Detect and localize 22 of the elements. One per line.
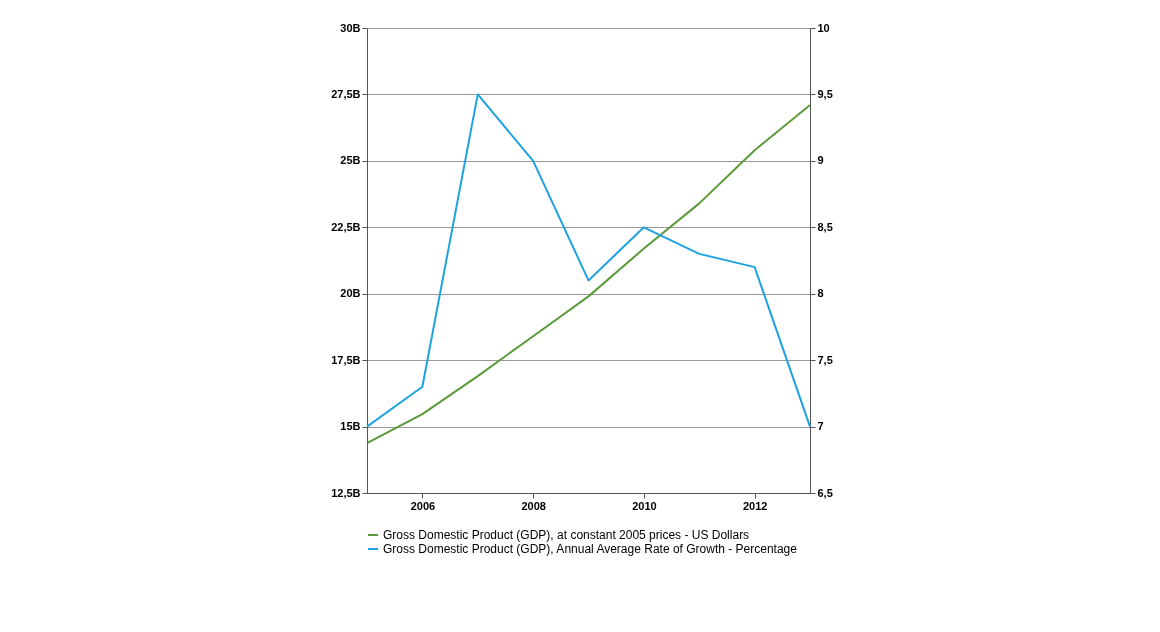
y-tick-label: 25B <box>340 154 361 167</box>
y-tick-label: 20B <box>340 287 361 300</box>
y-tick-label: 17,5B <box>331 353 361 366</box>
y-tick-label: 30B <box>340 21 361 34</box>
y2-tick-label: 8 <box>817 287 824 300</box>
y2-tick-label: 9 <box>817 154 824 167</box>
x-tick-label: 2010 <box>632 499 657 512</box>
y2-tick-label: 7 <box>817 420 824 433</box>
y2-tick-label: 10 <box>817 21 830 34</box>
y-tick-label: 27,5B <box>331 87 361 100</box>
x-tick-label: 2008 <box>521 499 546 512</box>
y2-tick-label: 7,5 <box>817 353 833 366</box>
y2-tick-label: 6,5 <box>817 486 833 499</box>
y-tick-label: 15B <box>340 420 361 433</box>
x-tick-label: 2012 <box>742 499 768 512</box>
y-tick-label: 12,5B <box>331 486 361 499</box>
legend-label: Gross Domestic Product (GDP), Annual Average Rate of Growth - Percentage <box>383 542 798 556</box>
y2-tick-label: 9,5 <box>817 87 833 100</box>
y-tick-label: 22,5B <box>331 220 361 233</box>
y2-tick-label: 8,5 <box>817 220 833 233</box>
x-tick-label: 2006 <box>410 499 436 512</box>
legend-label: Gross Domestic Product (GDP), at constant 2005 prices - US Dollars <box>383 528 750 542</box>
